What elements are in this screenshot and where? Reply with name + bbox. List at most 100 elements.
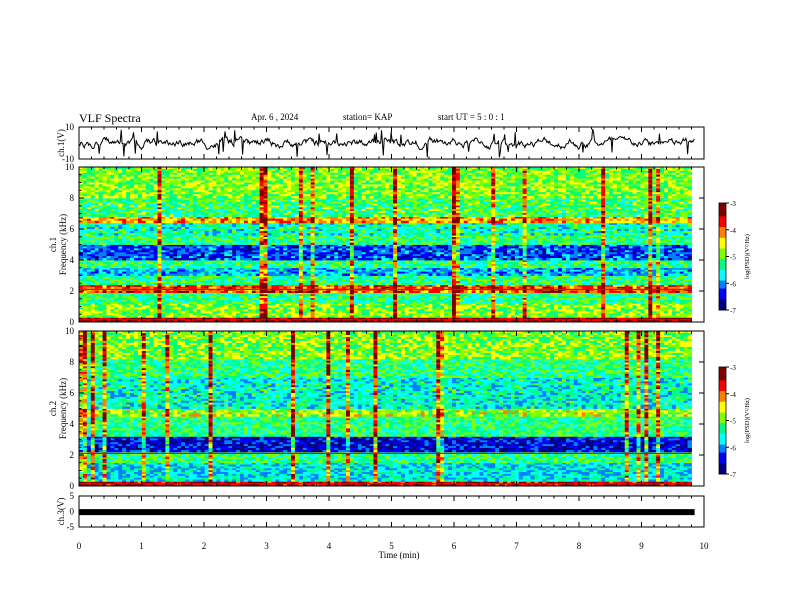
spectrogram-cell (130, 315, 134, 317)
spectrogram-cell (593, 266, 597, 268)
spectrogram-cell (212, 283, 216, 285)
spectrogram-cell (558, 266, 562, 268)
spectrogram-cell (629, 283, 633, 285)
spectrogram-cell (260, 302, 264, 304)
spectrogram-cell (267, 315, 271, 317)
spectrogram-cell (664, 302, 668, 304)
spectrogram-cell (589, 283, 593, 285)
spectrogram-cell (625, 266, 629, 268)
spectrogram-cell (656, 274, 660, 276)
spectrogram-cell (307, 266, 311, 268)
spectrogram-cell (381, 302, 385, 304)
spectrogram-cell (483, 302, 487, 304)
spectrogram-cell (597, 302, 601, 304)
spectrogram-cell (546, 302, 550, 304)
spectrogram-cell (511, 266, 515, 268)
spectrogram-cell (648, 291, 652, 293)
spectrogram-cell (173, 315, 177, 317)
spectrogram-cell (303, 315, 307, 317)
spectrogram-cell (326, 274, 330, 276)
spectrogram-cell (578, 274, 582, 276)
spectrogram-cell (342, 266, 346, 268)
spectrogram-cell (212, 266, 216, 268)
spectrogram-cell (287, 315, 291, 317)
spectrogram-cell (322, 291, 326, 293)
spectrogram-cell (648, 283, 652, 285)
spectrogram-cell (158, 315, 162, 317)
spectrogram-cell (118, 283, 122, 285)
spectrogram-cell (161, 274, 165, 276)
spectrogram-cell (566, 315, 570, 317)
spectrogram-cell (342, 283, 346, 285)
spectrogram-cell (275, 291, 279, 293)
spectrogram-cell (354, 266, 358, 268)
spectrogram-cell (83, 274, 87, 276)
spectrogram-cell (397, 266, 401, 268)
spectrogram-cell (377, 283, 381, 285)
spectrogram-cell (95, 302, 99, 304)
spectrogram-cell (476, 283, 480, 285)
spectrogram-cell (417, 315, 421, 317)
spectrogram-cell (644, 283, 648, 285)
spectrogram-cell (531, 315, 535, 317)
spectrogram-cell (287, 291, 291, 293)
spectrogram-cell (142, 291, 146, 293)
spectrogram-cell (534, 266, 538, 268)
spectrogram-cell (99, 315, 103, 317)
spectrogram-cell (209, 315, 213, 317)
spectrogram-cell (161, 302, 165, 304)
spectrogram-cell (232, 291, 236, 293)
spectrogram-cell (672, 274, 676, 276)
spectrogram-cell (126, 291, 130, 293)
spectrogram-cell (574, 315, 578, 317)
spectrogram-cell (228, 274, 232, 276)
spectrogram-cell (236, 274, 240, 276)
spectrogram-cell (118, 266, 122, 268)
spectrogram-cell (91, 274, 95, 276)
spectrogram-cell (676, 283, 680, 285)
spectrogram-cell (621, 302, 625, 304)
spectrogram-cell (224, 291, 228, 293)
spectrogram-cell (413, 315, 417, 317)
spectrogram-cell (550, 283, 554, 285)
spectrogram-cell (87, 302, 91, 304)
spectrogram-cell (644, 291, 648, 293)
spectrogram-cell (472, 274, 476, 276)
spectrogram-cell (228, 315, 232, 317)
spectrogram-cell (370, 266, 374, 268)
spectrogram-cell (585, 302, 589, 304)
spectrogram-cell (648, 266, 652, 268)
spectrogram-cell (126, 266, 130, 268)
spectrogram-cell (499, 291, 503, 293)
spectrogram-cell (609, 302, 613, 304)
spectrogram-cell (295, 266, 299, 268)
spectrogram-cell (240, 315, 244, 317)
spectrogram-cell (617, 274, 621, 276)
spectrogram-cell (146, 315, 150, 317)
spectrogram-cell (350, 291, 354, 293)
spectrogram-cell (299, 274, 303, 276)
spectrogram-cell (472, 266, 476, 268)
spectrogram-cell (248, 302, 252, 304)
spectrogram-cell (476, 291, 480, 293)
spectrogram-cell (189, 315, 193, 317)
spectrogram-cell (511, 283, 515, 285)
spectrogram-cell (370, 283, 374, 285)
spectrogram-cell (546, 283, 550, 285)
spectrogram-cell (625, 315, 629, 317)
spectrogram-cell (99, 266, 103, 268)
spectrogram-cell (495, 283, 499, 285)
spectrogram-cell (350, 302, 354, 304)
spectrogram-cell (617, 283, 621, 285)
spectrogram-cell (515, 274, 519, 276)
spectrogram-cell (95, 266, 99, 268)
spectrogram-cell (546, 266, 550, 268)
spectrogram-cell (150, 266, 154, 268)
spectrogram-cell (664, 274, 668, 276)
spectrogram-cell (330, 291, 334, 293)
spectrogram-cell (436, 283, 440, 285)
spectrogram-cell (405, 266, 409, 268)
spectrogram-cell (193, 274, 197, 276)
spectrogram-cell (122, 302, 126, 304)
spectrogram-cell (487, 302, 491, 304)
